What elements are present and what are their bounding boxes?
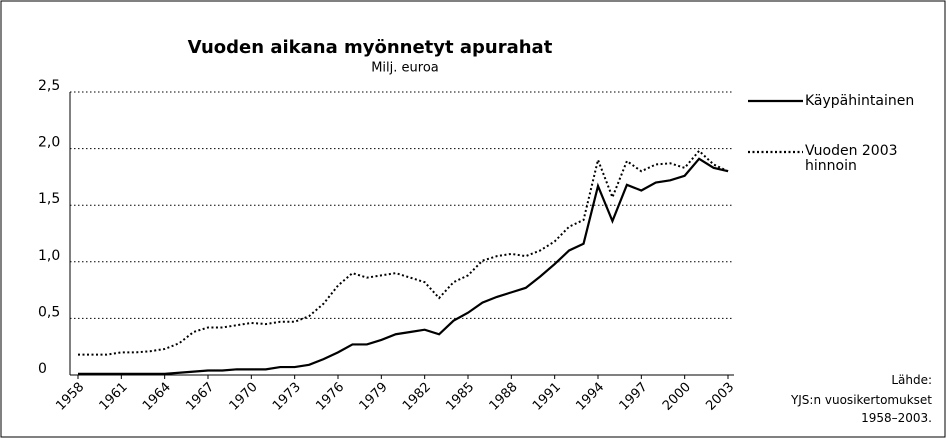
x-tick-label: 2003: [703, 380, 737, 414]
x-tick-label: 1979: [357, 380, 391, 414]
x-tick-label: 1958: [53, 380, 87, 414]
chart-title: Vuoden aikana myönnetyt apurahat: [188, 37, 553, 58]
source-line: Lähde:: [891, 373, 932, 387]
x-tick-label: 1961: [97, 380, 131, 414]
legend-label: Vuoden 2003 hinnoin: [805, 143, 898, 174]
x-tick-label: 2000: [660, 380, 694, 414]
x-tick-label: 1997: [617, 380, 651, 414]
x-tick-label: 1982: [400, 380, 434, 414]
x-tick-label: 1973: [270, 380, 304, 414]
chart-subtitle: Milj. euroa: [371, 61, 439, 76]
y-tick-label: 1,0: [38, 248, 60, 264]
series-line: [78, 149, 729, 356]
x-tick-label: 1985: [443, 380, 477, 414]
x-tick-label: 1994: [573, 380, 607, 414]
source-line: YJS:n vuosikertomukset: [790, 393, 932, 407]
x-tick-label: 1967: [183, 380, 217, 414]
legend-label: Käypähintainen: [805, 93, 915, 109]
y-tick-label: 1,5: [38, 191, 60, 207]
y-tick-label: 0: [38, 361, 47, 377]
y-tick-label: 2,5: [38, 78, 60, 94]
y-tick-label: 2,0: [38, 135, 60, 151]
y-tick-label: 0,5: [38, 304, 60, 320]
x-tick-label: 1991: [530, 380, 564, 414]
x-tick-label: 1964: [140, 380, 174, 414]
x-tick-label: 1976: [313, 380, 347, 414]
x-tick-label: 1988: [487, 380, 521, 414]
series-line: [78, 157, 729, 375]
x-tick-label: 1970: [227, 380, 261, 414]
source-line: 1958–2003.: [861, 411, 932, 425]
